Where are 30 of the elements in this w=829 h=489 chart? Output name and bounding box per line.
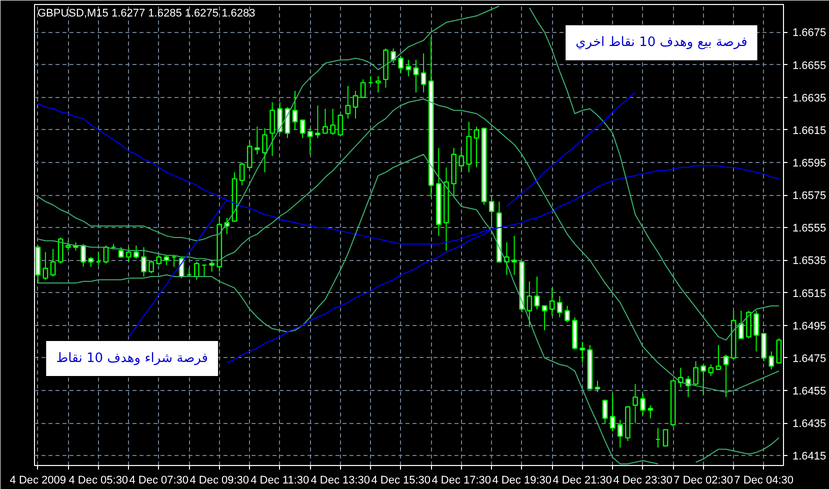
y-tick-label: 1.6555 [792,222,826,235]
x-tick-label: 4 Dec 23:30 [613,474,673,486]
y-tick-label: 1.6575 [792,190,826,202]
y-tick-label: 1.6595 [792,158,826,170]
y-tick-label: 1.6515 [792,288,826,300]
x-tick-label: 4 Dec 13:30 [310,474,370,486]
x-tick-label: 4 Dec 17:30 [432,474,492,486]
x-tick-label: 4 Dec 11:30 [250,474,310,486]
x-tick-label: 4 Dec 21:30 [552,474,612,486]
y-tick-label: 1.6535 [792,255,826,268]
y-tick-label: 1.6615 [792,124,826,137]
y-tick-label: 1.6635 [792,92,826,104]
y-tick-label: 1.6675 [792,27,826,40]
x-tick-label: 4 Dec 19:30 [492,474,552,486]
x-tick-label: 7 Dec 04:30 [734,474,794,486]
chart-title: GBPUSD,M15 1.6277 1.6285 1.6275 1.6283 [38,8,256,20]
x-tick-label: 4 Dec 2009 [10,474,66,486]
y-tick-label: 1.6475 [792,352,826,365]
x-tick-label: 7 Dec 02:30 [674,474,734,486]
x-tick-label: 4 Dec 05:30 [68,474,128,486]
x-tick-label: 4 Dec 15:30 [371,474,431,486]
annotation: فرصة بيع وهدف 10 نقاط اخري [576,35,748,50]
y-tick-label: 1.6435 [792,418,826,430]
x-tick-label: 4 Dec 09:30 [190,474,250,486]
y-tick-label: 1.6495 [792,320,826,332]
y-tick-label: 1.6655 [792,60,826,72]
x-tick-label: 4 Dec 07:30 [129,474,189,486]
y-tick-label: 1.6455 [792,386,826,398]
y-tick-label: 1.6415 [792,450,826,463]
annotation: فرصة شراء وهدف 10 نقاط [56,351,208,366]
